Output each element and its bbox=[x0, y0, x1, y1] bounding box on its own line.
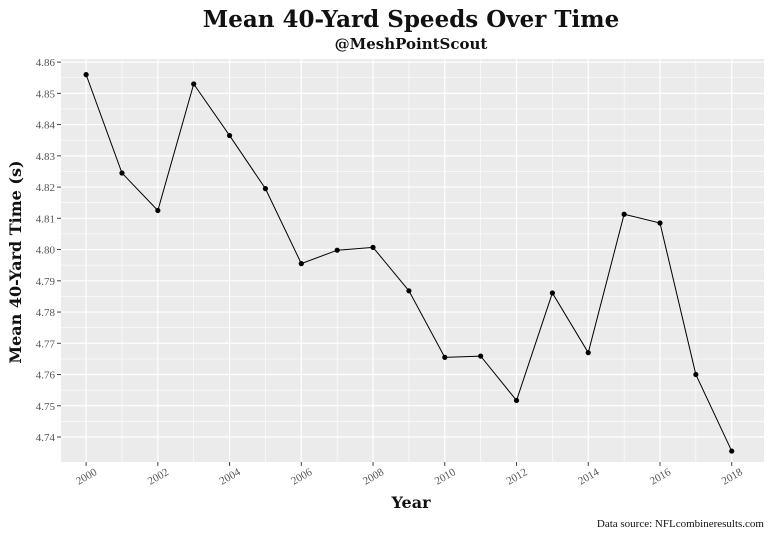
data-point bbox=[155, 207, 161, 214]
data-point bbox=[621, 211, 627, 217]
x-tick-label: 2004 bbox=[218, 466, 243, 488]
data-point bbox=[370, 244, 376, 250]
data-point bbox=[549, 290, 555, 296]
data-point bbox=[191, 81, 197, 87]
data-point bbox=[119, 170, 125, 176]
data-point bbox=[729, 448, 735, 454]
plot-panel bbox=[61, 59, 764, 462]
x-tick-label: 2002 bbox=[146, 466, 171, 487]
x-axis-title: Year bbox=[390, 493, 431, 512]
y-tick-label: 4.83 bbox=[36, 151, 56, 163]
data-point bbox=[693, 371, 699, 378]
y-tick-label: 4.82 bbox=[36, 182, 55, 194]
chart-subtitle: @MeshPointScout bbox=[335, 35, 488, 53]
x-tick-label: 2012 bbox=[504, 466, 529, 487]
data-series bbox=[83, 72, 735, 454]
x-tick-label: 2014 bbox=[576, 466, 601, 488]
y-tick-label: 4.85 bbox=[36, 88, 56, 100]
y-tick-label: 4.84 bbox=[36, 120, 56, 132]
data-point bbox=[513, 397, 520, 404]
y-tick-label: 4.80 bbox=[36, 245, 56, 257]
y-tick-label: 4.74 bbox=[36, 432, 56, 444]
x-tick-label: 2000 bbox=[74, 466, 99, 488]
y-tick-label: 4.79 bbox=[36, 276, 56, 288]
x-tick-label: 2018 bbox=[720, 466, 745, 488]
data-point bbox=[334, 247, 340, 253]
x-tick-label: 2010 bbox=[433, 466, 458, 488]
chart-title: Mean 40-Yard Speeds Over Time bbox=[203, 6, 619, 33]
y-tick-label: 4.81 bbox=[36, 213, 55, 225]
y-tick-label: 4.75 bbox=[36, 401, 56, 413]
y-tick-label: 4.77 bbox=[36, 338, 56, 350]
data-point bbox=[585, 350, 591, 356]
data-point bbox=[442, 354, 448, 360]
y-tick-label: 4.78 bbox=[36, 307, 56, 319]
gridlines bbox=[61, 59, 764, 462]
data-point bbox=[262, 186, 269, 192]
data-point bbox=[226, 132, 233, 139]
data-point bbox=[298, 261, 304, 267]
data-point bbox=[478, 353, 484, 359]
x-tick-label: 2016 bbox=[648, 466, 673, 488]
y-axis-title: Mean 40-Yard Time (s) bbox=[6, 160, 25, 363]
data-source-caption: Data source: NFLcombineresults.com bbox=[597, 518, 765, 530]
x-tick-label: 2006 bbox=[289, 466, 314, 488]
data-point bbox=[657, 220, 663, 226]
data-point bbox=[83, 72, 89, 78]
y-tick-label: 4.86 bbox=[36, 57, 56, 69]
y-tick-label: 4.76 bbox=[36, 370, 56, 382]
x-tick-label: 2008 bbox=[361, 466, 386, 488]
data-point bbox=[406, 288, 412, 294]
